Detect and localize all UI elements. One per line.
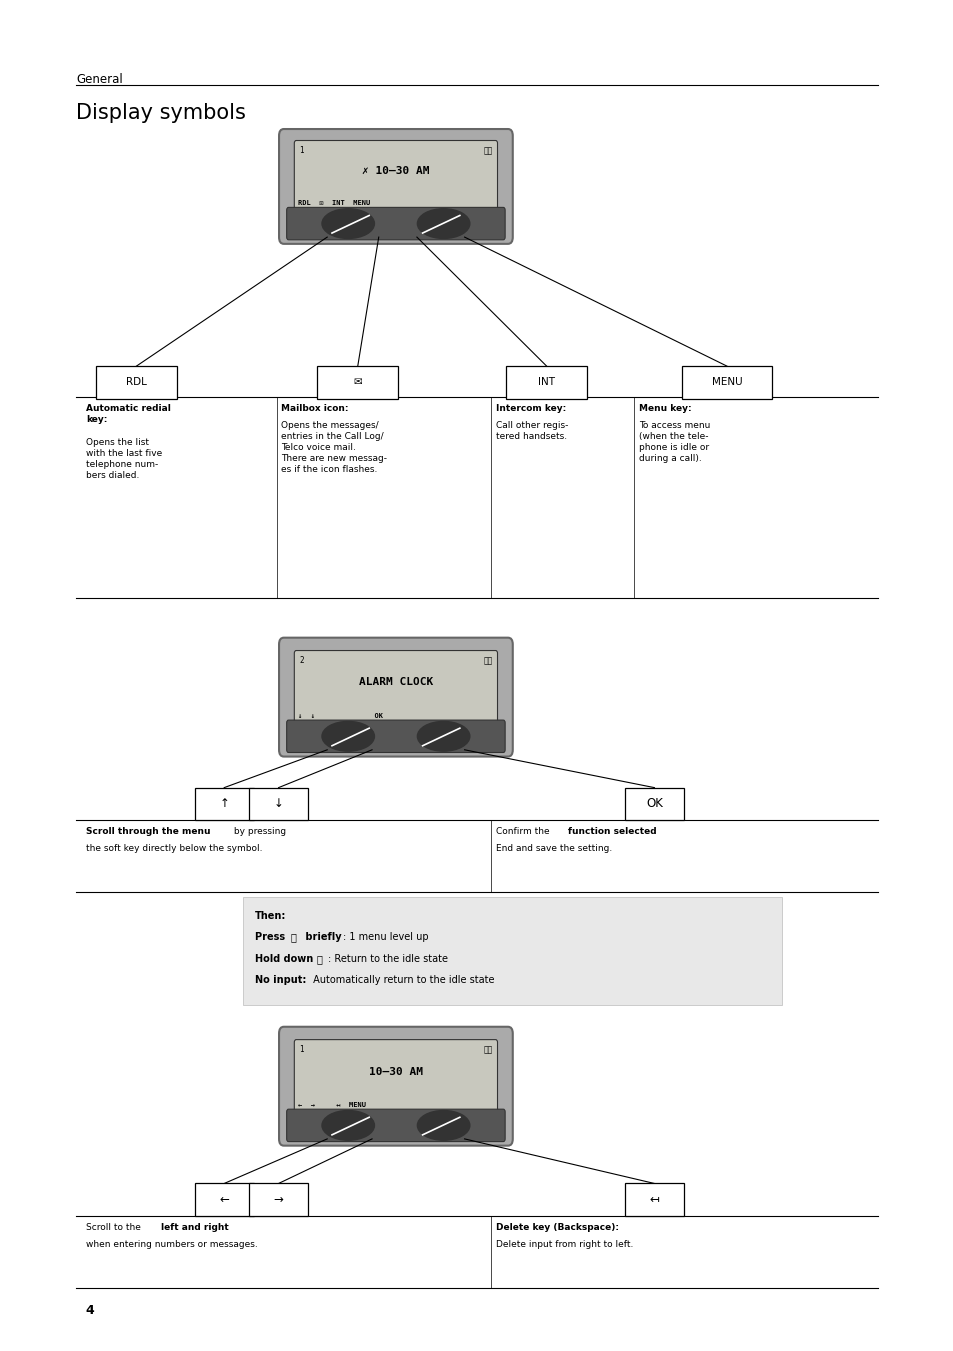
Text: Automatically return to the idle state: Automatically return to the idle state bbox=[310, 975, 494, 985]
Text: ↤: ↤ bbox=[649, 1193, 659, 1206]
Ellipse shape bbox=[416, 208, 469, 239]
Text: Opens the messages/
entries in the Call Log/
Telco voice mail.
There are new mes: Opens the messages/ entries in the Call … bbox=[281, 422, 387, 474]
Bar bbox=[249, 788, 308, 820]
Text: Intercom key:: Intercom key: bbox=[496, 404, 566, 413]
Text: Delete key (Backspace):: Delete key (Backspace): bbox=[496, 1223, 618, 1232]
Text: RDL: RDL bbox=[126, 377, 147, 388]
Text: No input:: No input: bbox=[254, 975, 306, 985]
FancyBboxPatch shape bbox=[278, 638, 512, 757]
Text: ✗ 10–30 AM: ✗ 10–30 AM bbox=[362, 166, 429, 176]
Text: Mailbox icon:: Mailbox icon: bbox=[281, 404, 349, 413]
Ellipse shape bbox=[321, 208, 374, 239]
Bar bbox=[243, 897, 781, 1005]
Text: ↓: ↓ bbox=[274, 797, 283, 811]
Ellipse shape bbox=[321, 721, 374, 751]
Ellipse shape bbox=[321, 1111, 374, 1140]
Text: Automatic redial
key:: Automatic redial key: bbox=[86, 404, 171, 424]
Ellipse shape bbox=[416, 721, 469, 751]
Text: briefly: briefly bbox=[302, 932, 342, 942]
Text: Press: Press bbox=[254, 932, 288, 942]
Text: INT: INT bbox=[537, 377, 555, 388]
Text: Hold down: Hold down bbox=[254, 954, 316, 963]
FancyBboxPatch shape bbox=[286, 720, 505, 753]
FancyBboxPatch shape bbox=[278, 130, 512, 243]
Text: : 1 menu level up: : 1 menu level up bbox=[343, 932, 429, 942]
Text: OK: OK bbox=[645, 797, 662, 811]
Text: ✉: ✉ bbox=[353, 377, 362, 388]
Text: Ⓡ: Ⓡ bbox=[316, 954, 322, 963]
FancyBboxPatch shape bbox=[294, 651, 497, 725]
Text: Scroll through the menu: Scroll through the menu bbox=[86, 827, 211, 836]
Bar bbox=[194, 1183, 253, 1216]
Text: the soft key directly below the symbol.: the soft key directly below the symbol. bbox=[86, 844, 262, 854]
Text: function selected: function selected bbox=[567, 827, 656, 836]
FancyBboxPatch shape bbox=[286, 1109, 505, 1142]
Ellipse shape bbox=[416, 1111, 469, 1140]
Bar bbox=[680, 366, 772, 399]
Bar bbox=[316, 366, 398, 399]
Text: Menu key:: Menu key: bbox=[639, 404, 691, 413]
Text: Display symbols: Display symbols bbox=[76, 103, 246, 123]
Text: when entering numbers or messages.: when entering numbers or messages. bbox=[86, 1240, 257, 1250]
Text: ↓  ↓              OK: ↓ ↓ OK bbox=[297, 713, 383, 719]
Text: Then:: Then: bbox=[254, 911, 286, 920]
Text: Opens the list
with the last five
telephone num-
bers dialed.: Opens the list with the last five teleph… bbox=[86, 438, 162, 480]
Text: : Return to the idle state: : Return to the idle state bbox=[328, 954, 448, 963]
Text: ⧗⧗: ⧗⧗ bbox=[483, 1046, 492, 1054]
Text: ⧗⧗: ⧗⧗ bbox=[483, 657, 492, 665]
Text: 1: 1 bbox=[298, 146, 303, 155]
Text: RDL  ✉  INT  MENU: RDL ✉ INT MENU bbox=[297, 200, 370, 205]
Text: To access menu
(when the tele-
phone is idle or
during a call).: To access menu (when the tele- phone is … bbox=[639, 422, 710, 463]
Text: MENU: MENU bbox=[711, 377, 741, 388]
Text: Confirm the: Confirm the bbox=[496, 827, 552, 836]
Text: ←  →     ↤  MENU: ← → ↤ MENU bbox=[297, 1102, 366, 1108]
Text: left and right: left and right bbox=[161, 1223, 229, 1232]
Bar bbox=[624, 788, 683, 820]
Text: →: → bbox=[274, 1193, 283, 1206]
FancyBboxPatch shape bbox=[294, 141, 497, 213]
Text: Scroll to the: Scroll to the bbox=[86, 1223, 144, 1232]
Text: Delete input from right to left.: Delete input from right to left. bbox=[496, 1240, 633, 1250]
Text: 4: 4 bbox=[86, 1304, 94, 1317]
Text: 10–30 AM: 10–30 AM bbox=[369, 1066, 422, 1077]
Text: by pressing: by pressing bbox=[231, 827, 286, 836]
Text: 1: 1 bbox=[298, 1046, 303, 1054]
Bar bbox=[95, 366, 177, 399]
Bar bbox=[194, 788, 253, 820]
Text: Ⓡ: Ⓡ bbox=[291, 932, 296, 942]
Text: End and save the setting.: End and save the setting. bbox=[496, 844, 612, 854]
Text: General: General bbox=[76, 73, 123, 86]
Text: 2: 2 bbox=[298, 657, 303, 665]
Bar bbox=[249, 1183, 308, 1216]
FancyBboxPatch shape bbox=[286, 208, 505, 240]
FancyBboxPatch shape bbox=[278, 1027, 512, 1146]
Text: ⧗⧗: ⧗⧗ bbox=[483, 146, 492, 155]
Text: ←: ← bbox=[219, 1193, 229, 1206]
Text: Call other regis-
tered handsets.: Call other regis- tered handsets. bbox=[496, 422, 568, 440]
Bar bbox=[505, 366, 586, 399]
Bar bbox=[624, 1183, 683, 1216]
Text: ALARM CLOCK: ALARM CLOCK bbox=[358, 677, 433, 688]
Text: ↑: ↑ bbox=[219, 797, 229, 811]
FancyBboxPatch shape bbox=[294, 1040, 497, 1115]
